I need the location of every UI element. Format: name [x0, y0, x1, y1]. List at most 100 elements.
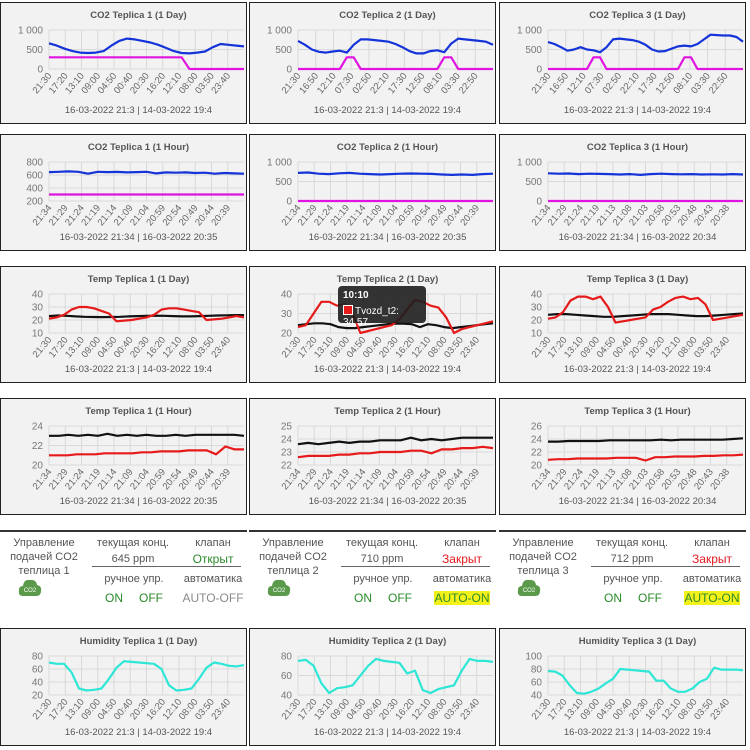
series-line-2[interactable]: [548, 56, 743, 71]
co2-control-panel-3: Управление подачей CO2 теплица 3 CO2 текущая…: [499, 530, 746, 616]
x-tick-label: 22:50: [457, 71, 481, 96]
y-tick-label: 0: [536, 197, 542, 208]
chart-panel-humidity-day-2: Humidity Teplica 2 (1 Day) 80 60 40 21:30 17:…: [249, 628, 496, 746]
title-line: Управление: [262, 537, 324, 549]
title-line: теплица 2: [267, 565, 319, 577]
y-tick-label: 500: [275, 177, 292, 188]
y-tick-label: 23: [281, 448, 293, 459]
manual-label: ручное упр.: [353, 573, 413, 585]
chart[interactable]: Humidity Teplica 3 (1 Day)10080604021:30…: [500, 629, 747, 747]
y-tick-label: 30: [531, 303, 543, 314]
chart-title: CO2 Teplica 2 (1 Hour): [337, 142, 438, 153]
series-line-2[interactable]: [297, 445, 494, 459]
y-tick-label: 0: [536, 65, 542, 76]
y-tick-label: 30: [281, 309, 293, 320]
series-line-1[interactable]: [547, 33, 744, 54]
chart-title: CO2 Teplica 3 (1 Hour): [587, 142, 688, 153]
series-line-1[interactable]: [297, 37, 494, 55]
y-tick-label: 22: [281, 461, 293, 472]
y-tick-label: 0: [286, 65, 292, 76]
automation-toggle[interactable]: AUTO-OFF: [182, 591, 244, 605]
chart[interactable]: Temp Teplica 3 (1 Hour)2624222021:3421:2…: [500, 399, 747, 516]
manual-label: ручное упр.: [104, 573, 164, 585]
x-tick-label: 23:40: [209, 71, 233, 96]
series-line-1[interactable]: [297, 657, 494, 695]
chart-panel-temp-hour-2: Temp Teplica 2 (1 Hour) 25 24 23 22 21:34 21:2…: [249, 398, 496, 515]
series-line-2[interactable]: [547, 295, 744, 324]
chart-title: Temp Teplica 3 (1 Hour): [584, 406, 690, 417]
series-line-1[interactable]: [48, 37, 245, 55]
automation-toggle[interactable]: AUTO-ON: [684, 591, 740, 605]
y-tick-label: 800: [26, 158, 43, 169]
co2-control-panel-1: Управление подачей CO2 теплица 1 CO2 текущая…: [0, 530, 247, 616]
series-color-swatch: [343, 305, 353, 315]
chart[interactable]: CO2 Teplica 3 (1 Hour)1 000500021:3421:2…: [500, 135, 747, 252]
series-line-2[interactable]: [49, 445, 244, 457]
x-tick-label: 23:40: [209, 335, 233, 360]
y-tick-label: 20: [32, 691, 44, 702]
automation-toggle[interactable]: AUTO-ON: [434, 591, 490, 605]
y-tick-label: 60: [32, 665, 44, 676]
automation-control: автоматика AUTO-ON: [677, 572, 747, 606]
chart[interactable]: Humidity Teplica 1 (1 Day)8060402021:301…: [1, 629, 248, 747]
series-line-1[interactable]: [547, 172, 744, 177]
manual-on-button[interactable]: ON: [354, 591, 372, 605]
title-line: Управление: [13, 537, 75, 549]
title-line: Управление: [512, 537, 574, 549]
chart[interactable]: Temp Teplica 1 (1 Day)4030201021:3017:20…: [1, 267, 248, 384]
x-tick-label: 20:39: [458, 203, 482, 228]
chart-panel-temp-hour-3: Temp Teplica 3 (1 Hour) 26 24 22 20 21:34 21:2…: [499, 398, 746, 515]
y-tick-label: 1 000: [267, 158, 292, 169]
chart-title: Temp Teplica 3 (1 Day): [587, 274, 689, 285]
chart[interactable]: Humidity Teplica 2 (1 Day)80604021:3017:…: [250, 629, 497, 747]
co2-cloud-icon: CO2: [18, 579, 42, 596]
chart-tooltip: 10:10 Tvozd_t2: 34,57: [338, 286, 426, 328]
chart[interactable]: CO2 Teplica 2 (1 Hour)1 000500021:3421:2…: [250, 135, 497, 252]
chart[interactable]: Temp Teplica 3 (1 Day)4030201021:3017:20…: [500, 267, 747, 384]
chart-date-range: 16-03-2022 21:3 | 14-03-2022 19:4: [314, 727, 461, 738]
series-line-1[interactable]: [297, 436, 493, 446]
manual-off-button[interactable]: OFF: [388, 591, 412, 605]
series-line-1[interactable]: [48, 660, 245, 692]
manual-control: ручное упр. ON OFF: [345, 572, 421, 606]
chart-title: Humidity Teplica 3 (1 Day): [579, 636, 697, 647]
y-tick-label: 10: [531, 329, 543, 340]
title-line: теплица 1: [18, 565, 70, 577]
chart[interactable]: CO2 Teplica 1 (1 Day)1 000500021:3017:20…: [1, 3, 248, 125]
series-line-1[interactable]: [297, 171, 494, 177]
control-title: Управление подачей CO2 теплица 1: [0, 536, 88, 578]
y-tick-label: 80: [531, 665, 543, 676]
chart-panel-temp-hour-1: Temp Teplica 1 (1 Hour) 24 22 20 21:34 21:29 2…: [0, 398, 247, 515]
chart-date-range: 16-03-2022 21:3 | 14-03-2022 19:4: [65, 727, 212, 738]
series-line-2[interactable]: [48, 305, 245, 323]
chart[interactable]: CO2 Teplica 3 (1 Day)1 000500021:3016:50…: [500, 3, 747, 125]
y-tick-label: 60: [281, 671, 293, 682]
chart-title: Humidity Teplica 2 (1 Day): [329, 636, 447, 647]
chart-date-range: 16-03-2022 21:3 | 14-03-2022 19:4: [564, 105, 711, 116]
chart[interactable]: CO2 Teplica 2 (1 Day)1 000500021:3016:50…: [250, 3, 497, 125]
series-line-1[interactable]: [48, 313, 244, 319]
chart[interactable]: CO2 Teplica 1 (1 Hour)80060040020021:342…: [1, 135, 248, 252]
series-line-2[interactable]: [49, 56, 244, 71]
concentration-value: 712 ppm: [610, 553, 654, 565]
series-line-2[interactable]: [298, 56, 493, 71]
series-line-1[interactable]: [49, 432, 245, 437]
chart-title: CO2 Teplica 3 (1 Day): [589, 10, 685, 21]
x-tick-label: 23:40: [708, 697, 732, 722]
chart[interactable]: Temp Teplica 1 (1 Hour)24222021:3421:292…: [1, 399, 248, 516]
series-line-1[interactable]: [547, 666, 744, 695]
manual-on-button[interactable]: ON: [105, 591, 123, 605]
y-tick-label: 40: [32, 678, 44, 689]
manual-off-button[interactable]: OFF: [139, 591, 163, 605]
series-line-2[interactable]: [547, 453, 744, 462]
series-line-1[interactable]: [548, 437, 744, 443]
manual-off-button[interactable]: OFF: [638, 591, 662, 605]
y-tick-label: 20: [531, 316, 543, 327]
manual-on-button[interactable]: ON: [604, 591, 622, 605]
y-tick-label: 60: [531, 678, 543, 689]
chart[interactable]: Temp Teplica 2 (1 Hour)2524232221:3421:2…: [250, 399, 497, 516]
y-tick-label: 400: [26, 184, 43, 195]
series-line-1[interactable]: [48, 170, 245, 175]
chart-panel-humidity-day-1: Humidity Teplica 1 (1 Day) 80 60 40 20 21:30 1…: [0, 628, 247, 746]
chart-date-range: 16-03-2022 21:34 | 16-03-2022 20:34: [559, 232, 717, 243]
